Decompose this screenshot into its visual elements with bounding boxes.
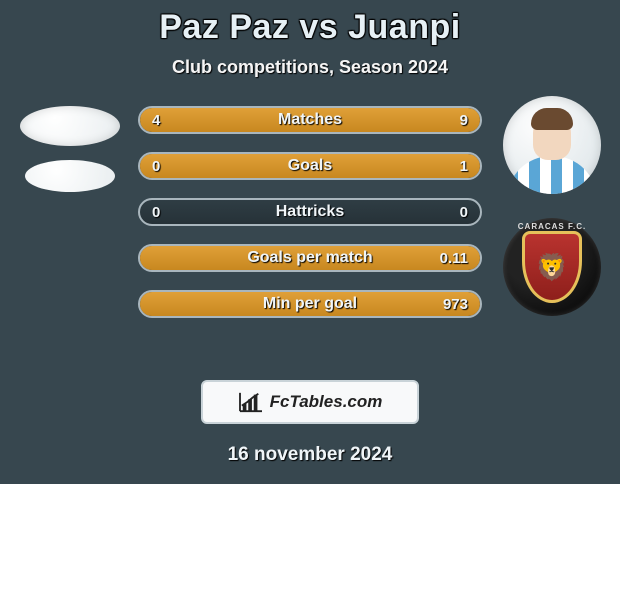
page-title: Paz Paz vs Juanpi bbox=[0, 8, 620, 47]
right-player-column: CARACAS F.C. 🦁 bbox=[492, 96, 612, 316]
comparison-panel: Matches49Goals01Hattricks00Goals per mat… bbox=[0, 106, 620, 366]
left-player-column bbox=[10, 96, 130, 192]
stat-label: Hattricks bbox=[140, 200, 480, 224]
stat-value-left: 0 bbox=[140, 200, 172, 224]
stat-value-right: 973 bbox=[431, 292, 480, 316]
stat-label: Min per goal bbox=[140, 292, 480, 316]
blank-footer bbox=[0, 484, 620, 614]
watermark: FcTables.com bbox=[201, 380, 419, 424]
date-stamp: 16 november 2024 bbox=[0, 444, 620, 466]
stat-label: Matches bbox=[140, 108, 480, 132]
stat-value-right: 0 bbox=[448, 200, 480, 224]
right-player-avatar bbox=[503, 96, 601, 194]
shield-icon: 🦁 bbox=[522, 231, 582, 303]
bar-chart-icon bbox=[238, 391, 264, 413]
stat-value-right: 0.11 bbox=[428, 246, 480, 270]
stat-value-right: 1 bbox=[448, 154, 480, 178]
crest-text: CARACAS F.C. bbox=[503, 222, 601, 231]
stat-value-left: 0 bbox=[140, 154, 172, 178]
shirt-icon bbox=[507, 156, 597, 194]
stat-row: Goals per match0.11 bbox=[138, 244, 482, 272]
lion-icon: 🦁 bbox=[536, 254, 568, 280]
stat-row: Goals0 1 bbox=[138, 152, 482, 180]
stat-value-left bbox=[140, 292, 164, 316]
hair-icon bbox=[531, 108, 573, 130]
left-team-crest-placeholder bbox=[25, 160, 115, 192]
stat-value-right: 9 bbox=[448, 108, 480, 132]
stat-row: Matches4 9 bbox=[138, 106, 482, 134]
stat-bars: Matches49Goals01Hattricks00Goals per mat… bbox=[138, 106, 482, 318]
stat-value-left: 4 bbox=[140, 108, 172, 132]
left-player-avatar-placeholder bbox=[20, 106, 120, 146]
stat-value-left bbox=[140, 246, 164, 270]
header: Paz Paz vs Juanpi Club competitions, Sea… bbox=[0, 0, 620, 78]
watermark-text: FcTables.com bbox=[270, 392, 383, 412]
right-team-crest: CARACAS F.C. 🦁 bbox=[503, 218, 601, 316]
stat-label: Goals bbox=[140, 154, 480, 178]
stat-row: Min per goal973 bbox=[138, 290, 482, 318]
subtitle: Club competitions, Season 2024 bbox=[0, 57, 620, 78]
stat-row: Hattricks0 0 bbox=[138, 198, 482, 226]
